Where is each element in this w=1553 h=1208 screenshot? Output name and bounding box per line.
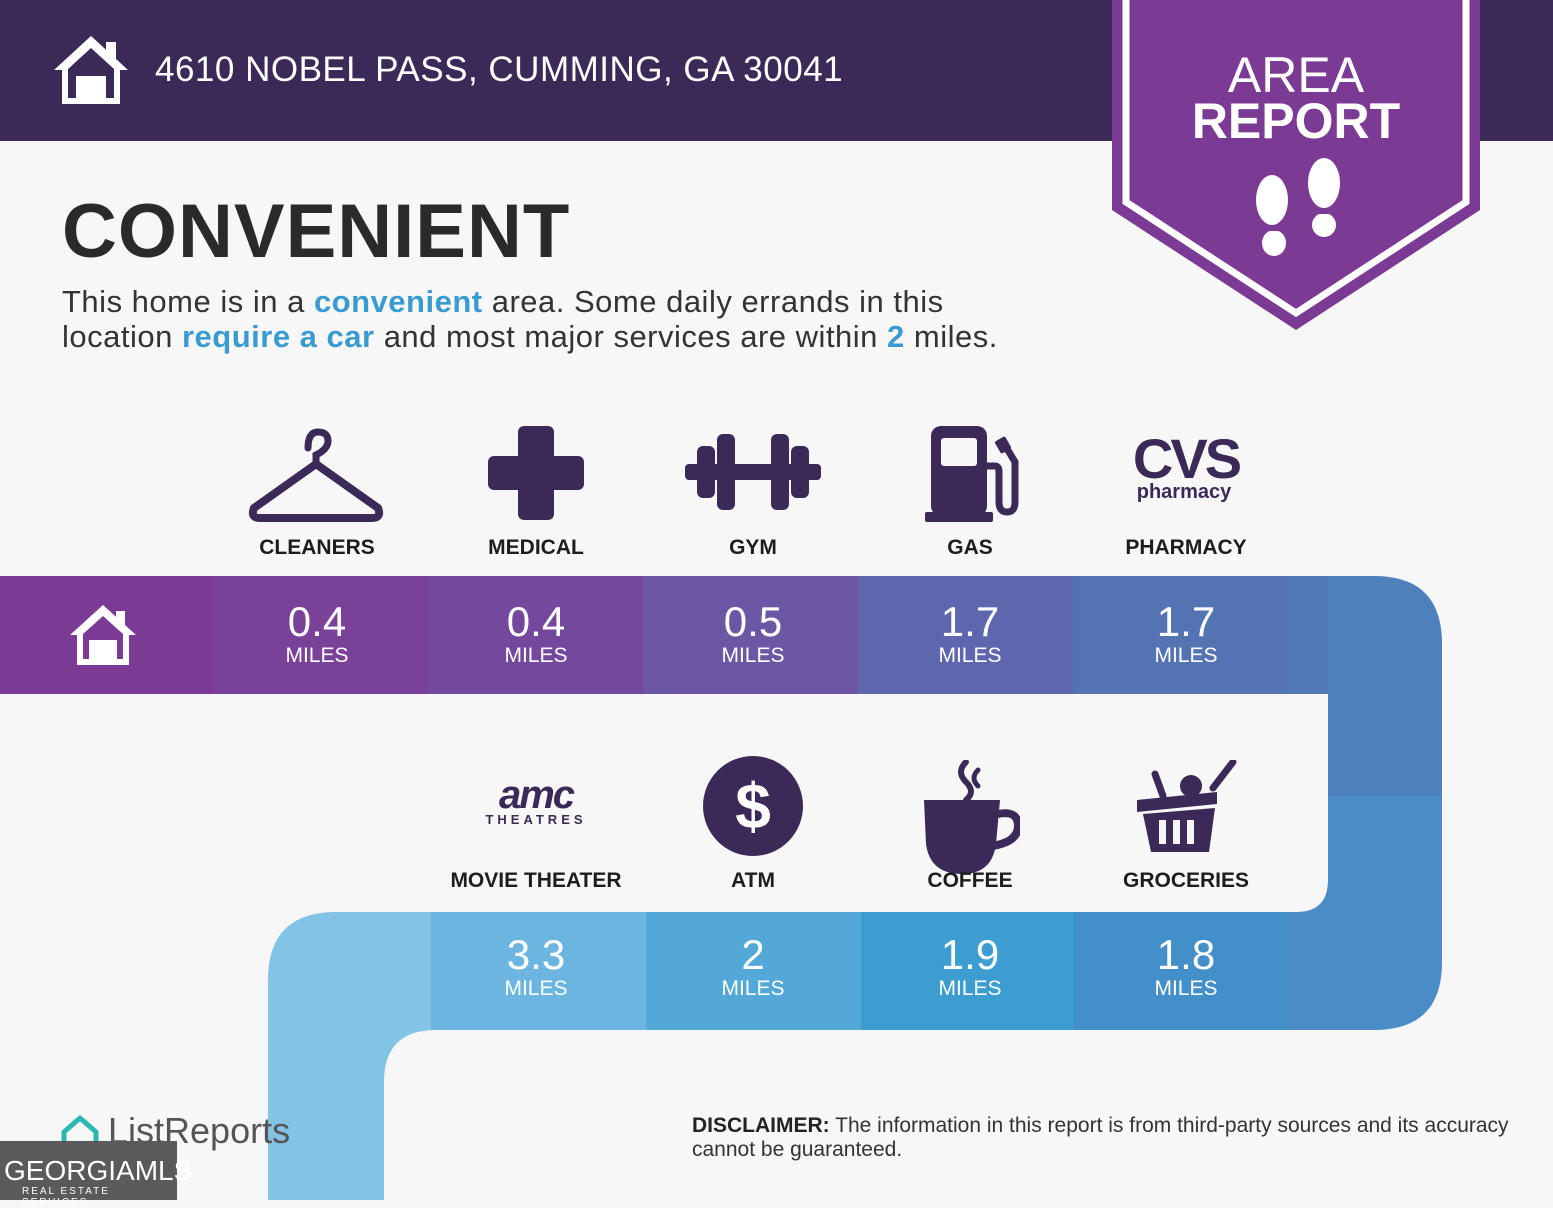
service-label: MOVIE THEATER: [450, 869, 622, 892]
intro-text: This home is in a convenient area. Some …: [62, 284, 998, 354]
svg-text:THEATRES: THEATRES: [485, 812, 586, 827]
route-home-icon: [70, 605, 136, 665]
amc-theatres-logo: amc THEATRES: [485, 776, 586, 827]
distance-value: 0.4 MILES: [504, 598, 568, 668]
dollar-icon: $: [703, 756, 803, 856]
property-address: 4610 NOBEL PASS, CUMMING, GA 30041: [155, 50, 844, 89]
distance-value: 0.5 MILES: [721, 598, 785, 668]
svg-text:pharmacy: pharmacy: [1137, 481, 1232, 503]
coffee-cup-icon: [924, 760, 1020, 874]
dumbbell-icon: [685, 434, 821, 510]
service-label: ATM: [731, 869, 775, 892]
disclaimer: DISCLAIMER: The information in this repo…: [692, 1114, 1509, 1161]
footprints-icon: [1254, 158, 1342, 256]
distance-value: 1.9 MILES: [938, 931, 1002, 1001]
distance-value: 2 MILES: [721, 931, 785, 1001]
medical-cross-icon: [488, 426, 584, 520]
service-label: GROCERIES: [1122, 869, 1250, 892]
service-label: CLEANERS: [259, 536, 375, 559]
svg-text:$: $: [735, 770, 771, 842]
service-label: MEDICAL: [488, 536, 584, 559]
distance-value: 1.7 MILES: [1154, 598, 1218, 668]
georgia-mls-watermark: GEORGIAMLS REAL ESTATE SERVICES: [0, 1141, 192, 1208]
distance-value: 0.4 MILES: [285, 598, 349, 668]
area-report-badge: [1112, 0, 1480, 330]
service-label: COFFEE: [927, 869, 1013, 892]
badge-title-line1: AREA: [1227, 47, 1365, 103]
gas-pump-icon: [925, 426, 1019, 522]
distance-value: 1.8 MILES: [1154, 931, 1218, 1001]
service-label: PHARMACY: [1125, 536, 1247, 559]
service-label: GAS: [947, 536, 993, 559]
page-title: CONVENIENT: [62, 189, 571, 274]
hanger-icon: [248, 428, 384, 522]
distance-value: 3.3 MILES: [504, 931, 568, 1001]
cvs-pharmacy-logo: CVS pharmacy: [1133, 430, 1244, 503]
distance-value: 1.7 MILES: [938, 598, 1002, 668]
svg-text:amc: amc: [499, 776, 575, 817]
svg-text:CVS: CVS: [1133, 430, 1241, 490]
home-icon: [54, 36, 128, 104]
grocery-basket-icon: [1137, 760, 1237, 852]
badge-title-line2: REPORT: [1191, 93, 1401, 149]
service-label: GYM: [729, 536, 777, 559]
